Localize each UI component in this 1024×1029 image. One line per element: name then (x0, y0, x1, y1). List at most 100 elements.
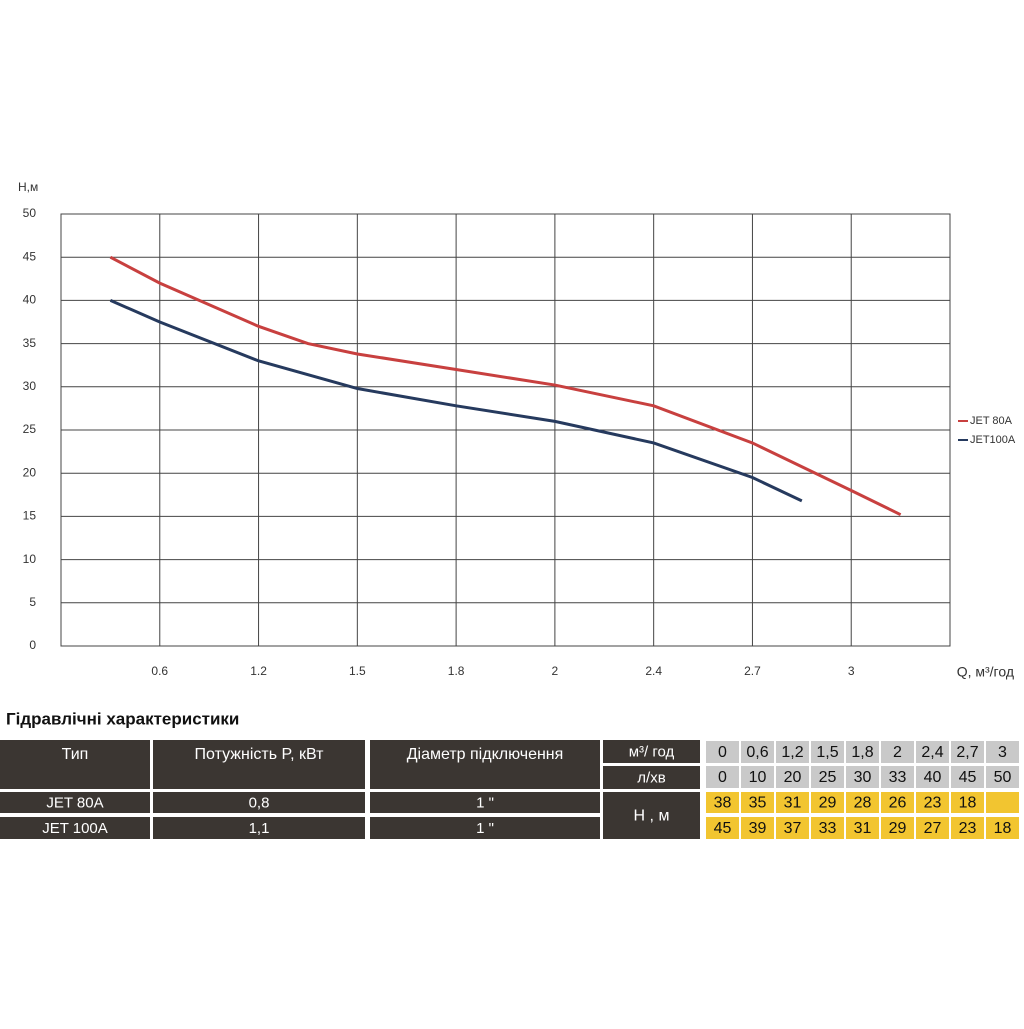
table-cell: 1 " (476, 794, 494, 811)
head-value-bg (741, 817, 774, 839)
head-value: 26 (889, 795, 907, 812)
flow-lpm: 0 (718, 769, 727, 786)
head-value-bg (916, 792, 949, 813)
head-value: 31 (784, 795, 802, 812)
y-tick-label: 35 (23, 336, 37, 350)
flow-m3-bg (951, 741, 984, 763)
head-value: 28 (854, 795, 872, 812)
table-header: Потужність P, кВт (195, 746, 325, 763)
line (109, 299, 803, 503)
flow-lpm-bg (951, 766, 984, 788)
head-value-bg (881, 817, 914, 839)
table-cell: 1 " (476, 820, 494, 837)
y-tick-label: 0 (29, 638, 36, 652)
flow-lpm-bg (986, 766, 1019, 788)
table-header-bg (153, 740, 365, 789)
flow-m3-bg (986, 741, 1019, 763)
table-cell-bg (0, 817, 150, 839)
flow-lpm-bg (916, 766, 949, 788)
x-tick-label: 0.6 (151, 664, 168, 678)
y-tick-label: 25 (23, 422, 37, 436)
legend-label: JET 80A (970, 415, 1013, 427)
flow-m3: 1,2 (781, 744, 803, 761)
head-value-bg (881, 792, 914, 813)
flow-lpm-bg (741, 766, 774, 788)
head-value-bg (811, 792, 844, 813)
head-value: 39 (749, 820, 767, 837)
flow-lpm-bg (776, 766, 809, 788)
flow-m3: 2,7 (956, 744, 978, 761)
x-tick-label: 1.8 (448, 664, 465, 678)
x-tick-label: 1.2 (250, 664, 267, 678)
flow-m3: 0,6 (746, 744, 768, 761)
head-value-bg (951, 792, 984, 813)
y-tick-label: 45 (23, 249, 37, 263)
x-tick-label: 2 (552, 664, 559, 678)
table-header: Тип (62, 746, 89, 763)
flow-m3-bg (916, 741, 949, 763)
table-cell: JET 100A (42, 820, 108, 837)
table-cell: 1,1 (249, 820, 270, 837)
y-tick-label: 50 (23, 206, 37, 220)
flow-lpm: 45 (959, 769, 977, 786)
head-value-bg (916, 817, 949, 839)
head-value: 33 (819, 820, 837, 837)
flow-m3-bg (846, 741, 879, 763)
legend-label: JET100A (970, 434, 1016, 446)
flow-lpm: 33 (889, 769, 907, 786)
head-value-bg (706, 817, 739, 839)
flow-m3-bg (776, 741, 809, 763)
table-cell: JET 80A (46, 794, 103, 811)
flow-lpm-bg (811, 766, 844, 788)
head-value-bg (741, 792, 774, 813)
y-axis-label: Н,м (18, 180, 38, 194)
table-header-bg (0, 740, 150, 789)
y-tick-label: 15 (23, 509, 37, 523)
head-value: 29 (819, 795, 837, 812)
head-label-bg (603, 792, 700, 839)
head-value: 27 (924, 820, 942, 837)
flow-m3: 1,8 (851, 744, 873, 761)
head-value: 23 (924, 795, 942, 812)
x-tick-label: 3 (848, 664, 855, 678)
head-value-bg (846, 817, 879, 839)
head-value: 37 (784, 820, 802, 837)
head-value: 29 (889, 820, 907, 837)
table-cell-bg (153, 792, 365, 813)
flow-m3-bg (881, 741, 914, 763)
head-value-bg (986, 817, 1019, 839)
head-value-bg (986, 792, 1019, 813)
x-tick-label: 2.4 (645, 664, 662, 678)
head-value: 31 (854, 820, 872, 837)
head-value-bg (951, 817, 984, 839)
x-axis-label: Q, м³/год (957, 664, 1014, 680)
flow-lpm: 50 (994, 769, 1012, 786)
flow-m3: 0 (718, 744, 727, 761)
flow-m3-bg (811, 741, 844, 763)
x-tick-label: 1.5 (349, 664, 366, 678)
head-value: 18 (959, 795, 977, 812)
y-tick-label: 30 (23, 379, 37, 393)
flow-m3: 1,5 (816, 744, 838, 761)
y-tick-label: 20 (23, 465, 37, 479)
flow-lpm: 40 (924, 769, 942, 786)
table-header: Діаметр підключення (407, 746, 564, 763)
flow-m3: 2,4 (921, 744, 943, 761)
table-cell-bg (153, 817, 365, 839)
flow-lpm: 30 (854, 769, 872, 786)
head-value-bg (846, 792, 879, 813)
flow-lpm: 25 (819, 769, 837, 786)
table-title: Гідравлічні характеристики (6, 709, 239, 728)
flow-m3-label: м³/ год (629, 743, 675, 760)
head-value-bg (706, 792, 739, 813)
table-cell-bg (0, 792, 150, 813)
table-cell-bg (370, 792, 600, 813)
flow-m3-bg (741, 741, 774, 763)
flow-lpm-bg (881, 766, 914, 788)
head-value: 38 (714, 795, 732, 812)
y-tick-label: 10 (23, 552, 37, 566)
line (109, 255, 902, 517)
head-value-bg (776, 792, 809, 813)
x-tick-label: 2.7 (744, 664, 761, 678)
